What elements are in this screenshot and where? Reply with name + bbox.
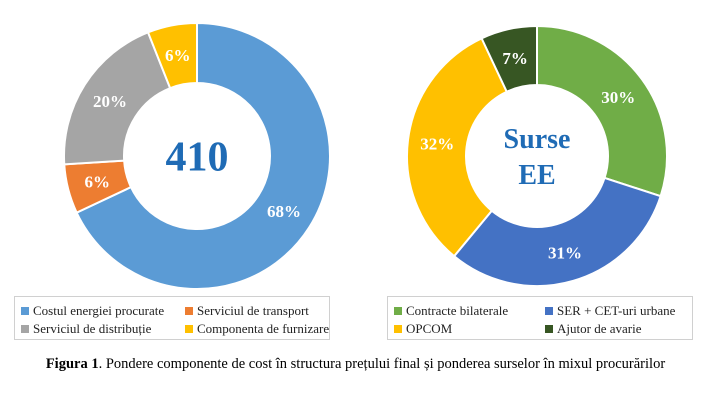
legend-label: Serviciul de distribuție	[33, 321, 152, 336]
legend-item: Componenta de furnizare	[185, 322, 329, 336]
legend-item: Ajutor de avarie	[545, 322, 641, 336]
legend-item: Serviciul de distribuție	[21, 322, 151, 336]
legend-left: Costul energiei procurate Serviciul de t…	[14, 296, 330, 340]
legend-swatch	[545, 307, 553, 315]
legend-label: OPCOM	[406, 321, 453, 336]
legend-right: Contracte bilaterale SER + CET-uri urban…	[387, 296, 693, 340]
caption-prefix: Figura 1	[45, 356, 99, 372]
donut-slice	[536, 24, 668, 198]
slice-value-label: 68%	[267, 202, 301, 221]
legend-label: Costul energiei procurate	[33, 303, 165, 318]
caption-text: . Pondere componente de cost în structur…	[98, 356, 666, 372]
legend-label: Componenta de furnizare	[197, 321, 330, 336]
donut-slice	[75, 21, 331, 290]
donut-slice	[63, 31, 172, 166]
legend-label: SER + CET-uri urbane	[557, 303, 676, 318]
charts-area: 68% 6% 20% 6% 410 30% 31% 32% 7% Surse EE	[63, 21, 668, 290]
slice-value-label: 31%	[548, 244, 582, 263]
slice-value-label: 7%	[502, 49, 528, 68]
legend-swatch	[394, 307, 402, 315]
slice-value-label: 6%	[165, 46, 191, 65]
legend-swatch	[185, 307, 193, 315]
donut-center-text: EE	[518, 160, 555, 191]
slice-value-label: 6%	[84, 173, 110, 192]
figure-caption: Figura 1. Pondere componente de cost în …	[40, 355, 671, 373]
donut-center-text: 410	[166, 135, 229, 181]
donut-center-text: Surse	[504, 124, 571, 155]
legend-swatch	[21, 307, 29, 315]
legend-item: SER + CET-uri urbane	[545, 304, 675, 318]
slice-value-label: 20%	[93, 92, 127, 111]
legend-item: Serviciul de transport	[185, 304, 309, 318]
donut-slice	[452, 176, 662, 287]
legend-swatch	[21, 325, 29, 333]
legend-swatch	[185, 325, 193, 333]
legend-item: Contracte bilaterale	[394, 304, 508, 318]
donut-slice	[480, 24, 538, 94]
donut-slice	[146, 21, 198, 90]
legend-item: Costul energiei procurate	[21, 304, 164, 318]
legend-swatch	[545, 325, 553, 333]
legend-label: Serviciul de transport	[197, 303, 309, 318]
legend-label: Ajutor de avarie	[557, 321, 642, 336]
legend-swatch	[394, 325, 402, 333]
legend-label: Contracte bilaterale	[406, 303, 509, 318]
slice-value-label: 32%	[420, 134, 454, 153]
donut-slice	[406, 37, 509, 258]
slice-value-label: 30%	[601, 88, 635, 107]
legend-item: OPCOM	[394, 322, 452, 336]
